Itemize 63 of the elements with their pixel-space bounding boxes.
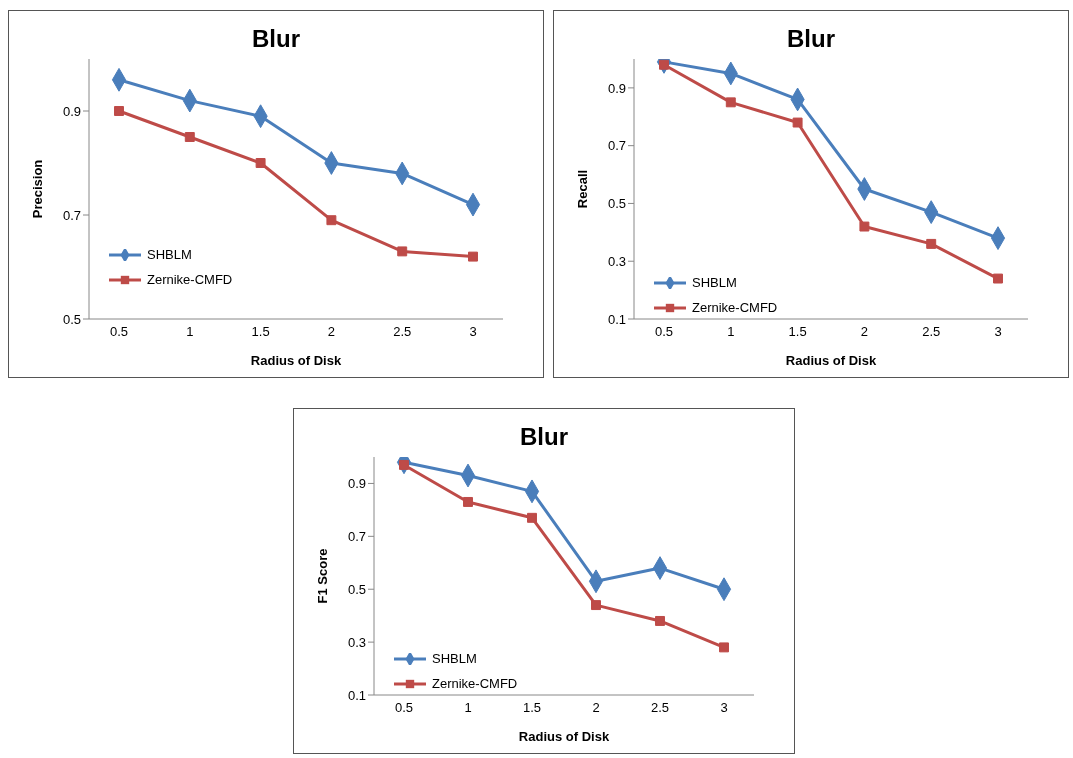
y-tick-label: 0.7	[347, 528, 366, 544]
point	[725, 97, 736, 108]
chart-title: Blur	[519, 423, 569, 451]
point	[859, 221, 870, 232]
x-tick-label: 1.5	[522, 700, 542, 716]
point	[655, 615, 665, 626]
x-tick-label: 2	[327, 324, 336, 340]
x-tick-label: 0.5	[394, 700, 414, 716]
point	[463, 496, 473, 507]
x-tick-label: 2	[592, 700, 600, 716]
point	[591, 600, 601, 611]
x-tick-label: 3	[994, 324, 1002, 340]
x-tick-label: 0.5	[654, 324, 674, 340]
legend-label: SHBLM	[432, 651, 477, 666]
y-tick-label: 0.1	[347, 687, 366, 703]
x-tick-label: 1.5	[788, 324, 807, 340]
x-tick-label: 1.5	[251, 324, 270, 340]
point	[659, 59, 669, 70]
point	[527, 512, 537, 523]
x-tick-label: 1	[464, 700, 472, 716]
x-tick-label: 2	[860, 324, 869, 340]
point	[719, 642, 729, 653]
y-tick-label: 0.7	[607, 138, 626, 154]
chart-title: Blur	[786, 25, 836, 53]
x-tick-label: 3	[469, 324, 477, 340]
legend-label: Zernike-CMFD	[692, 300, 778, 315]
x-axis-title: Radius of Disk	[518, 729, 610, 744]
x-tick-label: 1	[186, 324, 194, 340]
y-tick-label: 0.7	[62, 207, 81, 223]
y-tick-label: 0.5	[347, 581, 366, 597]
y-axis-title: F1 Score	[314, 548, 330, 604]
y-tick-label: 0.5	[607, 196, 626, 212]
y-tick-label: 0.9	[607, 80, 626, 96]
y-tick-label: 0.3	[607, 253, 626, 269]
legend-label: Zernike-CMFD	[432, 676, 518, 691]
y-tick-label: 0.9	[347, 476, 366, 492]
y-axis-title: Recall	[574, 169, 590, 209]
point	[792, 117, 803, 128]
point	[468, 251, 478, 262]
legend-label: SHBLM	[692, 275, 737, 290]
chart-title: Blur	[251, 25, 301, 53]
y-tick-label: 0.5	[62, 311, 81, 327]
x-tick-label: 0.5	[109, 324, 129, 340]
point	[114, 106, 124, 116]
y-tick-label: 0.3	[347, 634, 366, 650]
y-axis-title: Precision	[29, 159, 45, 219]
x-tick-label: 2.5	[922, 324, 941, 340]
legend-label: SHBLM	[147, 247, 192, 262]
x-tick-label: 2.5	[650, 700, 670, 716]
x-tick-label: 3	[720, 700, 728, 716]
x-axis-title: Radius of Disk	[785, 353, 877, 368]
x-tick-label: 1	[727, 324, 735, 340]
point	[184, 132, 195, 142]
point	[993, 273, 1003, 284]
legend-label: Zernike-CMFD	[147, 272, 233, 287]
point	[255, 158, 266, 168]
point	[326, 215, 337, 226]
x-tick-label: 2.5	[393, 324, 412, 340]
point	[397, 246, 408, 257]
y-tick-label: 0.9	[62, 103, 81, 119]
y-tick-label: 0.1	[607, 311, 626, 327]
x-axis-title: Radius of Disk	[250, 353, 342, 368]
point	[926, 238, 937, 249]
